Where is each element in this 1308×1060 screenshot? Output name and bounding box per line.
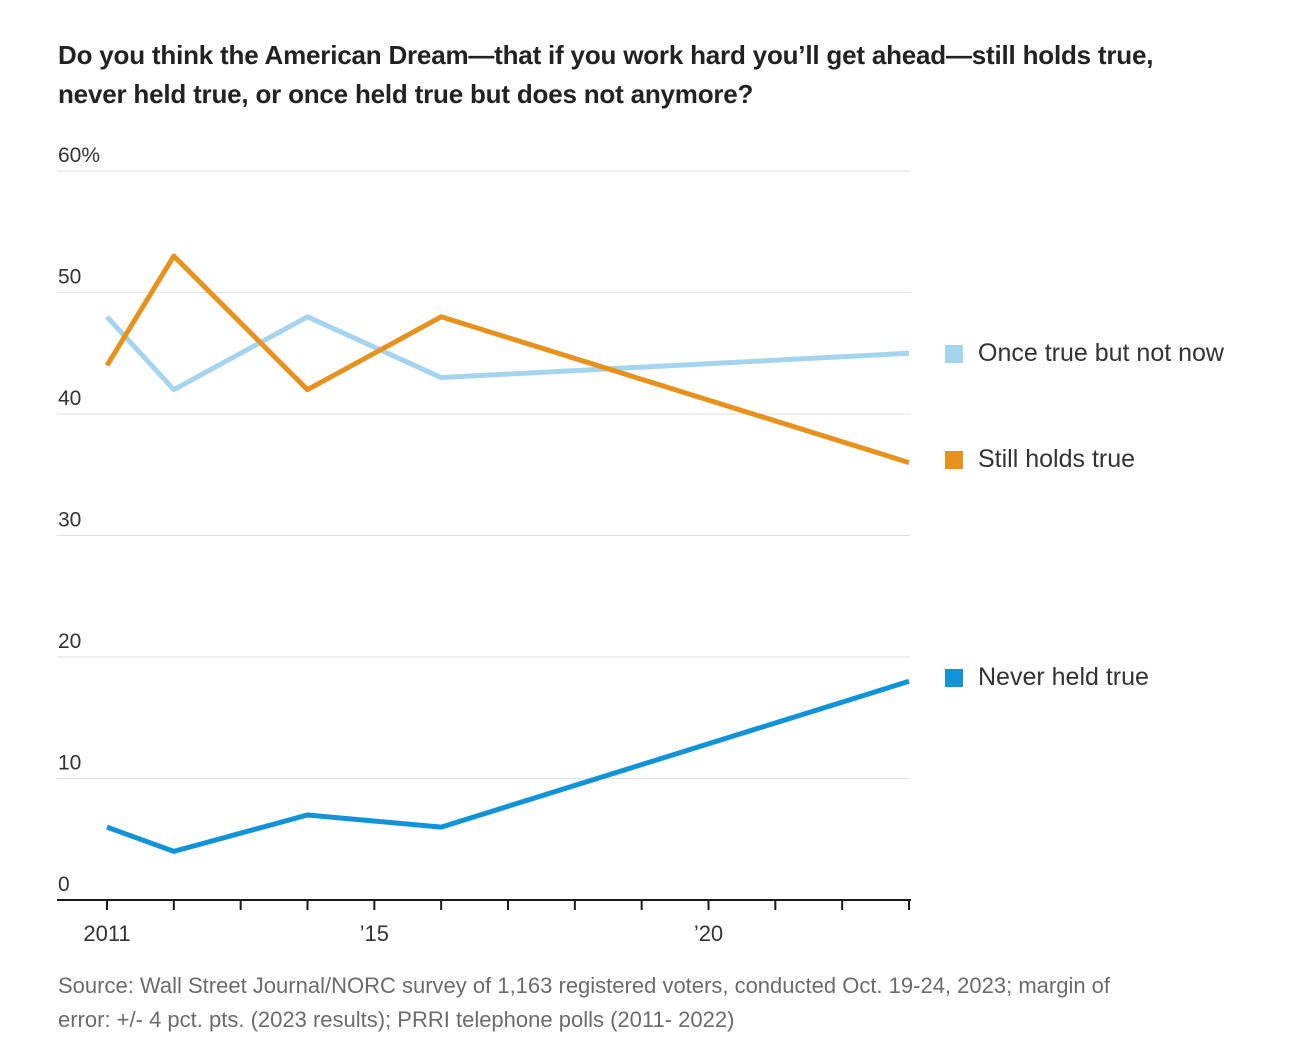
y-axis-tick-label: 0	[58, 873, 70, 896]
data-line-once-true-but-not-now	[105, 314, 910, 393]
legend-label-once-true: Once true but not now	[978, 339, 1224, 367]
y-axis-tick-label: 30	[58, 509, 81, 532]
data-line-still-holds-true	[104, 253, 910, 465]
legend-item-still-holds: Still holds true	[945, 445, 1135, 474]
y-axis-tick-label: 20	[58, 630, 81, 653]
legend-swatch-never-held	[945, 668, 963, 687]
data-line-never-held-true	[106, 678, 910, 854]
chart-title-line-1: Do you think the American Dream—that if …	[58, 40, 1154, 70]
legend-swatch-still-holds	[945, 450, 963, 469]
legend-label-never-held: Never held true	[978, 663, 1149, 691]
y-axis-tick-label: 60%	[58, 144, 100, 167]
x-axis-tick-label: ’20	[694, 921, 723, 946]
source-note-line-1: Source: Wall Street Journal/NORC survey …	[58, 973, 1111, 998]
chart-title: Do you think the American Dream—that if …	[58, 36, 1153, 114]
x-axis-tick-label: ’15	[360, 921, 389, 946]
y-axis-tick-label: 10	[58, 752, 81, 775]
y-axis-tick-label: 40	[58, 387, 81, 410]
legend-item-once-true: Once true but not now	[945, 339, 1224, 368]
legend-item-never-held: Never held true	[945, 663, 1149, 692]
chart-title-line-2: never held true, or once held true but d…	[58, 79, 754, 109]
source-note: Source: Wall Street Journal/NORC survey …	[58, 969, 1110, 1037]
x-axis-tick-label: 2011	[83, 921, 130, 946]
y-axis-tick-label: 50	[58, 266, 81, 289]
legend-swatch-once-true	[945, 344, 963, 363]
source-note-line-2: error: +/- 4 pct. pts. (2023 results); P…	[58, 1007, 735, 1032]
legend-label-still-holds: Still holds true	[978, 445, 1136, 473]
